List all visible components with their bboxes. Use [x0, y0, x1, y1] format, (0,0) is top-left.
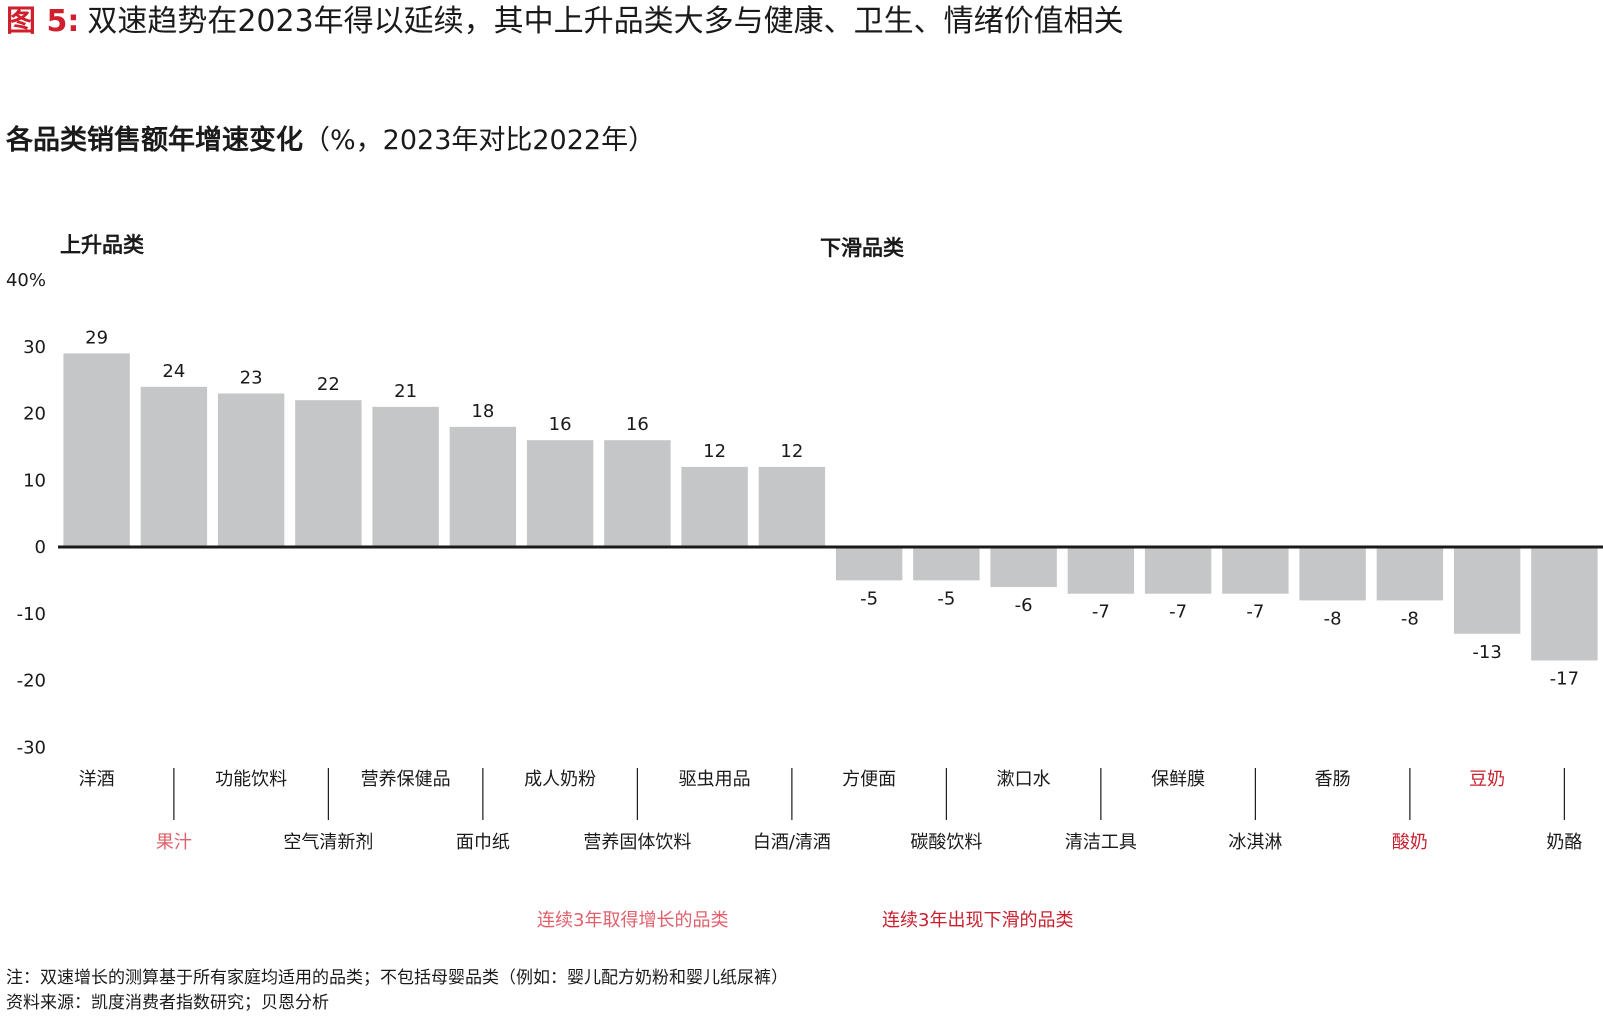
category-label: 白酒/清酒	[753, 832, 831, 853]
category-label: 碳酸饮料	[910, 832, 982, 853]
bar-value-label: 21	[394, 381, 417, 402]
y-tick-label: 20	[23, 404, 46, 425]
bar-value-label: 16	[549, 414, 572, 435]
y-tick-label: -10	[17, 604, 46, 625]
category-label: 豆奶	[1469, 769, 1505, 790]
bar	[604, 440, 671, 547]
chart-source: 资料来源：凯度消费者指数研究；贝恩分析	[6, 993, 329, 1013]
category-label: 保鲜膜	[1151, 769, 1205, 790]
bar	[1144, 547, 1212, 594]
figure-title-text: 双速趋势在2023年得以延续，其中上升品类大多与健康、卫生、情绪价值相关	[87, 4, 1124, 39]
y-tick-label: -30	[17, 737, 46, 758]
bar	[217, 393, 285, 547]
category-label: 果汁	[156, 832, 192, 853]
bar-value-label: -5	[860, 588, 878, 609]
y-tick-label: -20	[17, 671, 46, 692]
category-label: 清洁工具	[1065, 832, 1137, 853]
figure-label: 图 5	[6, 4, 68, 39]
bar	[1299, 547, 1366, 601]
bar-value-label: -8	[1324, 608, 1342, 629]
legend-growth: 连续3年取得增长的品类	[537, 910, 729, 931]
category-label: 奶酪	[1546, 832, 1582, 853]
category-label: 空气清新剂	[283, 832, 373, 853]
category-label: 驱虫用品	[679, 769, 751, 790]
bar-value-label: -17	[1550, 668, 1579, 689]
bar	[1531, 547, 1598, 661]
bar-value-label: 22	[317, 374, 340, 395]
bar-value-label: 12	[703, 441, 726, 462]
category-label: 酸奶	[1392, 832, 1428, 853]
bar-value-label: 18	[471, 401, 494, 422]
y-tick-label: 30	[23, 337, 46, 358]
bar-value-label: 12	[780, 441, 803, 462]
category-label: 面巾纸	[456, 832, 510, 853]
bar-value-label: -7	[1246, 602, 1264, 623]
chart-subtitle-main: 各品类销售额年增速变化	[6, 125, 303, 156]
category-label: 营养保健品	[361, 769, 451, 790]
bar	[372, 406, 439, 547]
bar	[1222, 547, 1289, 594]
bar	[1376, 547, 1444, 601]
bar	[63, 353, 130, 547]
y-tick-label: 10	[23, 470, 46, 491]
bar	[140, 386, 208, 547]
bar	[835, 547, 903, 581]
bar-value-label: -7	[1092, 602, 1110, 623]
bar	[526, 440, 594, 547]
chart-subtitle-unit: （%，2023年对比2022年）	[303, 125, 656, 156]
figure-title: 图 5: 双速趋势在2023年得以延续，其中上升品类大多与健康、卫生、情绪价值相关	[6, 2, 1124, 42]
category-label: 香肠	[1315, 769, 1351, 790]
figure-label-colon: :	[67, 4, 80, 39]
category-label: 成人奶粉	[524, 769, 596, 790]
bar	[1453, 547, 1521, 634]
chart-subtitle: 各品类销售额年增速变化（%，2023年对比2022年）	[6, 122, 655, 160]
bar	[681, 466, 748, 547]
category-label: 功能饮料	[215, 769, 287, 790]
bar-value-label: -6	[1015, 595, 1033, 616]
category-label: 冰淇淋	[1228, 832, 1282, 853]
bar-value-label: 16	[626, 414, 649, 435]
bar-chart: 上升品类 下滑品类 40% 30 20 10 0 -10 -20 -30 29 24 23 22 21 18 1…	[6, 233, 1603, 853]
section-label-declining: 下滑品类	[820, 236, 905, 260]
bar	[913, 547, 980, 581]
category-label: 方便面	[842, 769, 896, 790]
bar-value-label: -13	[1472, 642, 1501, 663]
bar	[295, 400, 362, 547]
bar	[990, 547, 1057, 588]
category-label: 营养固体饮料	[583, 832, 691, 853]
bar-value-label: 24	[162, 361, 185, 382]
section-label-rising: 上升品类	[60, 233, 145, 257]
legend-decline: 连续3年出现下滑的品类	[882, 910, 1074, 931]
y-tick-label: 0	[35, 537, 46, 558]
bar-value-label: -7	[1169, 602, 1187, 623]
category-label: 洋酒	[79, 769, 115, 790]
bar	[1067, 547, 1135, 594]
bar	[758, 466, 826, 547]
bar-value-label: -8	[1401, 608, 1419, 629]
bar-value-label: -5	[937, 588, 955, 609]
bar-value-label: 29	[85, 327, 108, 348]
y-tick-label: 40%	[6, 270, 46, 291]
category-label: 漱口水	[997, 769, 1051, 790]
bar-value-label: 23	[240, 367, 263, 388]
chart-note: 注：双速增长的测算基于所有家庭均适用的品类；不包括母婴品类（例如：婴儿配方奶粉和…	[6, 968, 788, 988]
bar	[449, 426, 517, 547]
